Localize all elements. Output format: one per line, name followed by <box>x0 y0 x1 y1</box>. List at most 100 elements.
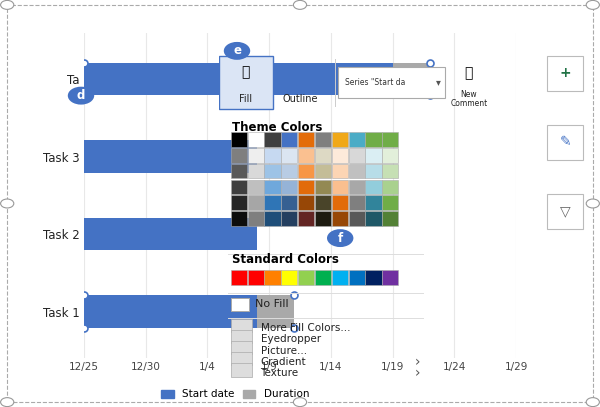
Bar <box>248 270 264 284</box>
Bar <box>281 195 298 210</box>
Bar <box>231 270 247 284</box>
Bar <box>248 179 264 194</box>
FancyBboxPatch shape <box>338 67 445 98</box>
Bar <box>332 179 348 194</box>
Text: Theme Colors: Theme Colors <box>232 121 322 134</box>
Bar <box>349 164 365 179</box>
Bar <box>248 211 264 225</box>
Text: 💬: 💬 <box>464 67 473 81</box>
Bar <box>231 298 248 311</box>
Bar <box>281 270 298 284</box>
Bar <box>365 211 382 225</box>
Bar <box>315 270 331 284</box>
Bar <box>248 148 264 163</box>
Text: f: f <box>338 232 343 245</box>
Bar <box>231 352 252 365</box>
Bar <box>382 148 398 163</box>
Text: ✒: ✒ <box>296 66 307 79</box>
Bar <box>382 179 398 194</box>
Bar <box>281 164 298 179</box>
Bar <box>265 164 281 179</box>
Bar <box>265 270 281 284</box>
Bar <box>332 211 348 225</box>
Bar <box>298 148 314 163</box>
Bar <box>365 270 382 284</box>
Text: e: e <box>233 44 241 57</box>
Bar <box>382 195 398 210</box>
Bar <box>298 132 314 147</box>
Text: Fill: Fill <box>239 94 252 104</box>
Text: ›: › <box>415 366 420 380</box>
Bar <box>248 132 264 147</box>
Text: No Fill: No Fill <box>255 299 289 309</box>
Text: Texture: Texture <box>260 368 299 378</box>
Bar <box>315 179 331 194</box>
Text: 🪣: 🪣 <box>241 66 250 79</box>
Bar <box>392 63 430 95</box>
Text: Gradient: Gradient <box>260 357 306 367</box>
Bar <box>332 195 348 210</box>
Bar <box>332 148 348 163</box>
Bar <box>231 363 252 376</box>
Bar <box>315 195 331 210</box>
Bar <box>248 195 264 210</box>
Text: More Fill Colors...: More Fill Colors... <box>260 323 350 333</box>
Bar <box>382 211 398 225</box>
Bar <box>281 132 298 147</box>
Bar <box>365 179 382 194</box>
Text: ▽: ▽ <box>560 205 571 219</box>
FancyBboxPatch shape <box>219 56 273 109</box>
Bar <box>84 295 257 328</box>
Legend: Start date, Duration: Start date, Duration <box>157 385 313 403</box>
Bar <box>231 211 247 225</box>
Bar <box>349 148 365 163</box>
Bar <box>84 140 257 173</box>
Bar <box>349 211 365 225</box>
Bar <box>298 195 314 210</box>
Bar <box>281 211 298 225</box>
Text: New
Comment: New Comment <box>450 90 487 108</box>
Bar <box>332 270 348 284</box>
Text: Standard Colors: Standard Colors <box>232 253 338 266</box>
Text: ›: › <box>415 355 420 369</box>
Text: ✎: ✎ <box>559 136 571 149</box>
Bar <box>265 195 281 210</box>
Bar <box>349 270 365 284</box>
Bar <box>231 164 247 179</box>
Bar <box>315 211 331 225</box>
Bar <box>281 179 298 194</box>
Bar <box>257 295 294 328</box>
Bar <box>231 319 252 332</box>
Bar <box>231 330 252 343</box>
Bar <box>298 179 314 194</box>
Text: Picture...: Picture... <box>260 346 307 356</box>
Bar <box>231 179 247 194</box>
Text: Series "Start da: Series "Start da <box>346 78 406 87</box>
Bar <box>349 132 365 147</box>
Bar <box>231 341 252 354</box>
Bar <box>265 148 281 163</box>
Bar <box>298 270 314 284</box>
Bar <box>84 218 257 250</box>
Bar <box>349 195 365 210</box>
Bar <box>365 195 382 210</box>
Bar <box>382 132 398 147</box>
Bar <box>265 132 281 147</box>
Bar <box>298 211 314 225</box>
Bar <box>84 63 392 95</box>
Bar <box>332 132 348 147</box>
Bar <box>265 179 281 194</box>
Bar <box>382 164 398 179</box>
Bar <box>365 164 382 179</box>
Text: Outline: Outline <box>283 94 318 104</box>
Bar <box>281 148 298 163</box>
Bar <box>315 132 331 147</box>
Bar <box>315 148 331 163</box>
Bar <box>349 179 365 194</box>
Bar <box>365 148 382 163</box>
Bar <box>332 164 348 179</box>
Bar <box>248 164 264 179</box>
Text: Eyedropper: Eyedropper <box>260 335 320 344</box>
Bar <box>231 132 247 147</box>
Bar <box>231 195 247 210</box>
